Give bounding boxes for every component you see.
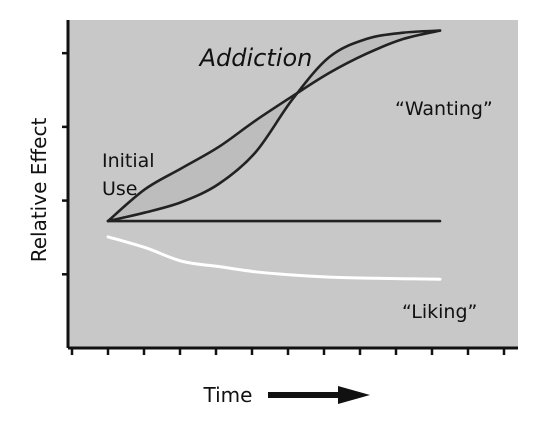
wanting-label: “Wanting” [395,98,493,120]
y-axis-label: Relative Effect [27,118,51,263]
chart-title: Addiction [198,44,313,72]
initial-use-label-line2: Use [102,178,138,200]
plot-background [68,20,518,348]
initial-use-label-line1: Initial [102,150,155,172]
series-group [106,29,442,281]
liking-label: “Liking” [402,301,477,323]
x-axis-label: Time [203,383,253,407]
series-line-1 [106,29,442,223]
time-arrow-icon [268,386,370,404]
series-line-4 [106,235,442,281]
tick-group [62,51,506,355]
series-line-2 [106,29,442,223]
